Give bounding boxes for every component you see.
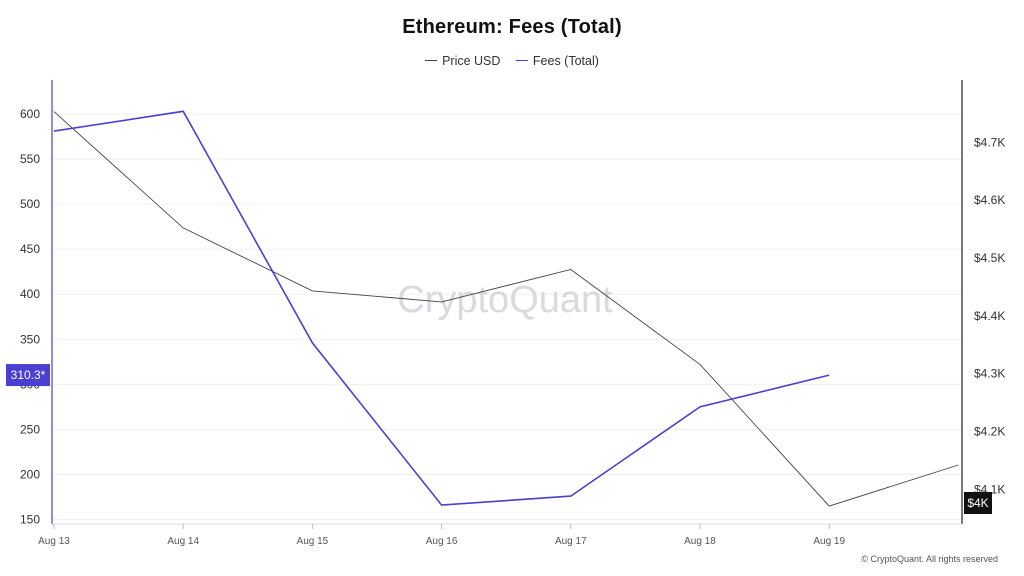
copyright-footer: © CryptoQuant. All rights reserved <box>861 554 998 564</box>
legend-label-fees: Fees (Total) <box>532 53 599 68</box>
x-tick-label: Aug 18 <box>684 536 716 547</box>
right-tick-label: $4.5K <box>974 251 1005 265</box>
left-tick-label: 350 <box>20 332 40 346</box>
right-value-badge-label: $4K <box>967 496 988 510</box>
left-tick-label: 600 <box>20 107 40 121</box>
left-tick-label: 550 <box>20 152 40 166</box>
chart-legend: Price USD Fees (Total) <box>0 50 1024 68</box>
left-value-badge-label: 310.3* <box>11 368 46 382</box>
x-tick-label: Aug 16 <box>426 536 458 547</box>
left-tick-label: 250 <box>20 422 40 436</box>
legend-item-price[interactable]: Price USD <box>425 54 500 68</box>
right-tick-label: $4.2K <box>974 424 1005 438</box>
price-usd-line <box>53 111 959 507</box>
fees-total-line <box>53 110 830 506</box>
watermark: CryptoQuant <box>397 279 613 321</box>
x-tick-label: Aug 13 <box>38 536 70 547</box>
legend-swatch-price <box>425 60 438 61</box>
left-tick-label: 500 <box>20 197 40 211</box>
legend-label-price: Price USD <box>442 53 501 68</box>
left-tick-label: 400 <box>20 287 40 301</box>
x-tick-label: Aug 15 <box>297 536 329 547</box>
x-tick-label: Aug 17 <box>555 536 587 547</box>
left-value-badge <box>6 364 50 387</box>
legend-swatch-fees <box>515 60 528 61</box>
right-tick-label: $4.7K <box>974 135 1005 149</box>
x-tick-label: Aug 19 <box>813 536 845 547</box>
right-tick-label: $4.3K <box>974 367 1005 381</box>
legend-item-fees[interactable]: Fees (Total) <box>515 53 599 68</box>
x-tick-label: Aug 14 <box>167 536 199 547</box>
right-value-badge <box>964 492 992 514</box>
right-tick-label: $4.6K <box>974 193 1005 207</box>
right-tick-label: $4.4K <box>974 309 1005 323</box>
chart-title: Ethereum: Fees (Total) <box>402 16 622 38</box>
left-tick-label: 200 <box>20 467 40 481</box>
left-tick-label: 150 <box>20 512 40 526</box>
left-tick-label: 450 <box>20 242 40 256</box>
